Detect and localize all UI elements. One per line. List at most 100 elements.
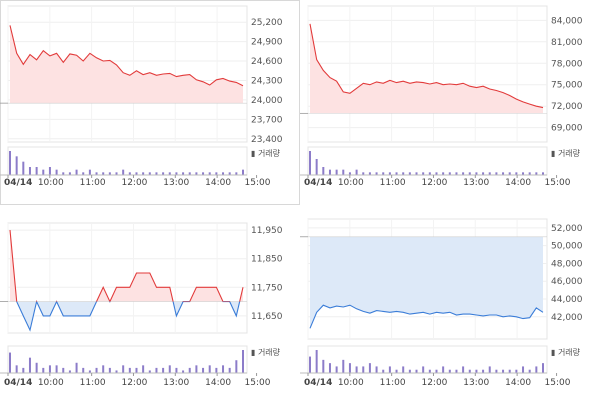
x-tick-label: 15:00 (245, 178, 271, 188)
volume-bar (188, 367, 191, 373)
volume-bar (48, 167, 51, 175)
volume-bar (135, 367, 138, 373)
volume-bar (115, 370, 118, 373)
chart-panel-3: 11,950 11,850 11,750 11,650 ▮ 거래량 04/14 10:00 1… (0, 205, 300, 410)
volume-bar (382, 369, 385, 373)
x-tick-label: 14:00 (505, 378, 531, 388)
y-tick-label: 52,000 (551, 224, 583, 234)
volume-bar (388, 366, 391, 373)
volume-bar (82, 367, 85, 373)
volume-bar (9, 151, 11, 175)
volume-bar (368, 363, 371, 373)
volume-bar (175, 367, 178, 373)
volume-bar (102, 365, 105, 373)
x-tick-label: 15:00 (245, 378, 271, 388)
volume-bar (88, 370, 91, 373)
y-tick-label: 24,000 (251, 96, 283, 106)
x-tick-label: 14:00 (505, 178, 531, 188)
volume-bar (348, 172, 351, 175)
volume-bar (62, 172, 65, 175)
volume-bar (42, 169, 45, 175)
volume-bar (242, 350, 244, 373)
volume-bar (75, 362, 78, 373)
volume-bar (82, 172, 85, 175)
volume-bar (309, 356, 311, 373)
volume-bar (15, 365, 18, 373)
volume-bar (128, 172, 131, 175)
y-tick-label: 23,400 (251, 135, 283, 145)
x-tick-label: 12:00 (121, 378, 147, 388)
volume-bar (168, 172, 171, 175)
area-fill-up (10, 25, 243, 104)
x-tick-label: 11:00 (80, 178, 106, 188)
volume-bar (495, 172, 498, 175)
x-tick-label: 12:00 (121, 178, 147, 188)
volume-bar (208, 365, 211, 373)
plot-border (7, 222, 248, 334)
y-tick-label: 46,000 (551, 277, 583, 287)
y-tick-label: 25,200 (251, 18, 283, 28)
volume-bar (422, 366, 425, 373)
volume-bar (515, 172, 518, 175)
volume-bar (55, 365, 58, 373)
volume-bar (95, 367, 98, 373)
volume-bar (108, 367, 111, 373)
volume-bar (522, 172, 525, 175)
y-tick-label: 78,000 (551, 59, 583, 69)
volume-bar (215, 172, 218, 175)
volume-bar (528, 172, 531, 175)
volume-bar (28, 167, 31, 175)
volume-bar (462, 172, 465, 175)
volume-bar (348, 363, 351, 373)
x-tick-label: 04/14 (4, 178, 32, 188)
volume-bar (468, 369, 471, 373)
price-line-down (309, 304, 544, 329)
volume-bar (195, 172, 198, 175)
volume-bar (35, 362, 38, 373)
volume-bar (322, 359, 325, 373)
x-tick-label: 15:00 (545, 378, 571, 388)
volume-bar (408, 369, 411, 373)
volume-label: ▮ 거래량 (551, 347, 581, 357)
volume-bar (488, 172, 491, 175)
volume-bar (442, 366, 445, 373)
x-tick-label: 13:00 (163, 378, 189, 388)
volume-bar (382, 172, 385, 175)
y-tick-label: 11,950 (251, 226, 283, 236)
x-tick-label: 14:00 (205, 178, 231, 188)
volume-bar (455, 369, 458, 373)
volume-bar (435, 369, 438, 373)
volume-bar (28, 357, 31, 373)
volume-bar (508, 369, 511, 373)
volume-bar (228, 172, 231, 175)
volume-bar (182, 172, 185, 175)
volume-bar (408, 172, 411, 175)
volume-bar (375, 172, 378, 175)
volume-bar (155, 367, 158, 373)
volume-bar (528, 369, 531, 373)
volume-bar (188, 172, 191, 175)
volume-bar (315, 350, 318, 373)
volume-bar (202, 172, 205, 175)
volume-bar (428, 369, 431, 373)
y-tick-label: 50,000 (551, 242, 583, 252)
chart-panel-2: 84,000 81,000 78,000 75,000 72,000 69,000 ▮ 거래… (300, 0, 600, 205)
x-tick-label: 04/14 (4, 378, 32, 388)
volume-bar (542, 172, 544, 175)
volume-bar (9, 352, 11, 373)
volume-bar (395, 369, 398, 373)
volume-bar (475, 369, 478, 373)
volume-bar (415, 172, 418, 175)
area-fill-down (10, 301, 243, 331)
volume-bar (402, 366, 405, 373)
y-tick-label: 75,000 (551, 81, 583, 91)
volume-bar (328, 169, 331, 175)
volume-bar (135, 172, 138, 175)
volume-bar (88, 169, 91, 175)
chart-panel-4: 52,000 50,000 48,000 46,000 44,000 42,000 ▮ 거래… (300, 205, 600, 410)
volume-bar (448, 172, 451, 175)
x-tick-label: 13:00 (463, 378, 489, 388)
volume-label: ▮ 거래량 (551, 148, 581, 158)
volume-bar (422, 172, 425, 175)
volume-bar (468, 172, 471, 175)
